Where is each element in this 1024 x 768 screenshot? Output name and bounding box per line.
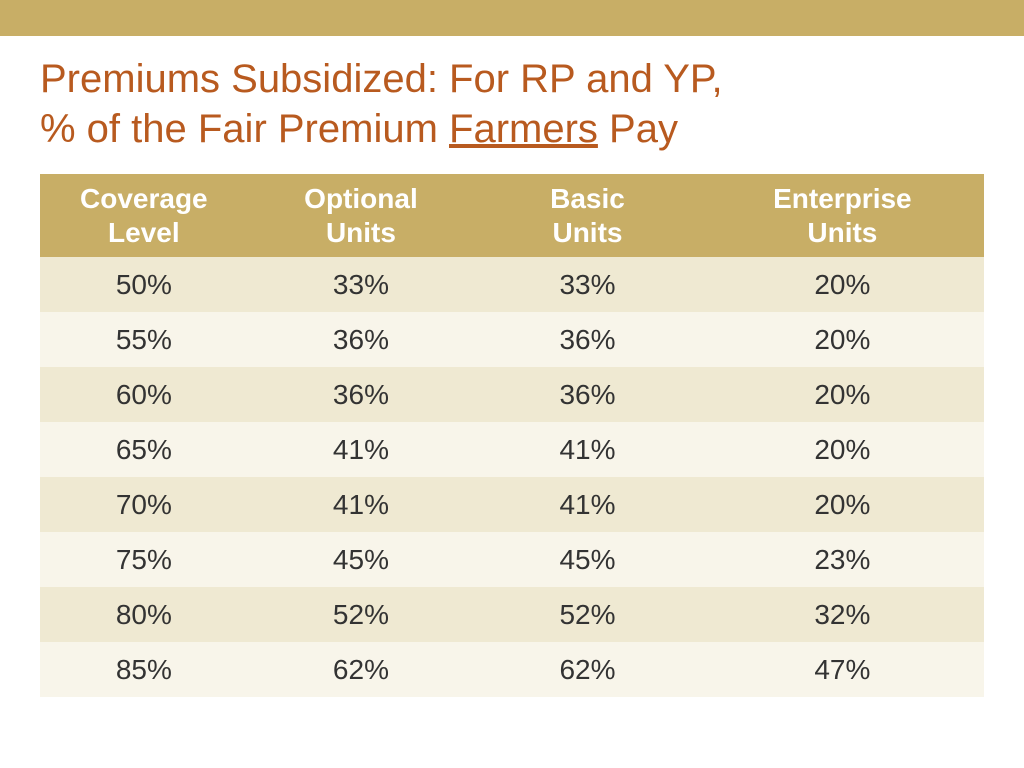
- table-cell: 70%: [40, 477, 248, 532]
- title-underlined-word: Farmers: [449, 107, 598, 151]
- table-cell: 36%: [248, 312, 475, 367]
- table-cell: 52%: [248, 587, 475, 642]
- table-row: 60%36%36%20%: [40, 367, 984, 422]
- table-cell: 41%: [474, 477, 701, 532]
- table-row: 65%41%41%20%: [40, 422, 984, 477]
- table-cell: 36%: [248, 367, 475, 422]
- table-cell: 45%: [474, 532, 701, 587]
- table-cell: 80%: [40, 587, 248, 642]
- table-cell: 62%: [474, 642, 701, 697]
- table-cell: 47%: [701, 642, 984, 697]
- table-cell: 32%: [701, 587, 984, 642]
- table-cell: 23%: [701, 532, 984, 587]
- title-line-1: Premiums Subsidized: For RP and YP,: [40, 57, 723, 101]
- table-cell: 20%: [701, 422, 984, 477]
- table-column-header: EnterpriseUnits: [701, 174, 984, 257]
- table-cell: 41%: [474, 422, 701, 477]
- table-column-header: CoverageLevel: [40, 174, 248, 257]
- table-cell: 52%: [474, 587, 701, 642]
- table-cell: 33%: [474, 257, 701, 312]
- table-body: 50%33%33%20%55%36%36%20%60%36%36%20%65%4…: [40, 257, 984, 697]
- table-cell: 36%: [474, 312, 701, 367]
- title-line-2-post: Pay: [598, 107, 678, 151]
- table-cell: 50%: [40, 257, 248, 312]
- premiums-table: CoverageLevelOptionalUnitsBasicUnitsEnte…: [40, 174, 984, 697]
- accent-top-bar: [0, 0, 1024, 36]
- table-header-row: CoverageLevelOptionalUnitsBasicUnitsEnte…: [40, 174, 984, 257]
- page-title: Premiums Subsidized: For RP and YP, % of…: [40, 54, 984, 154]
- table-cell: 75%: [40, 532, 248, 587]
- table-column-header: BasicUnits: [474, 174, 701, 257]
- title-container: Premiums Subsidized: For RP and YP, % of…: [0, 36, 1024, 174]
- table-head: CoverageLevelOptionalUnitsBasicUnitsEnte…: [40, 174, 984, 257]
- table-cell: 41%: [248, 477, 475, 532]
- table-cell: 65%: [40, 422, 248, 477]
- table-row: 80%52%52%32%: [40, 587, 984, 642]
- title-line-2-pre: % of the Fair Premium: [40, 107, 449, 151]
- table-cell: 20%: [701, 312, 984, 367]
- table-row: 75%45%45%23%: [40, 532, 984, 587]
- table-cell: 20%: [701, 367, 984, 422]
- table-cell: 55%: [40, 312, 248, 367]
- table-row: 50%33%33%20%: [40, 257, 984, 312]
- table-cell: 85%: [40, 642, 248, 697]
- table-column-header: OptionalUnits: [248, 174, 475, 257]
- table-cell: 45%: [248, 532, 475, 587]
- table-cell: 33%: [248, 257, 475, 312]
- table-cell: 41%: [248, 422, 475, 477]
- table-row: 70%41%41%20%: [40, 477, 984, 532]
- table-cell: 60%: [40, 367, 248, 422]
- table-row: 55%36%36%20%: [40, 312, 984, 367]
- table-cell: 36%: [474, 367, 701, 422]
- table-row: 85%62%62%47%: [40, 642, 984, 697]
- table-cell: 62%: [248, 642, 475, 697]
- table-cell: 20%: [701, 257, 984, 312]
- table-container: CoverageLevelOptionalUnitsBasicUnitsEnte…: [0, 174, 1024, 697]
- table-cell: 20%: [701, 477, 984, 532]
